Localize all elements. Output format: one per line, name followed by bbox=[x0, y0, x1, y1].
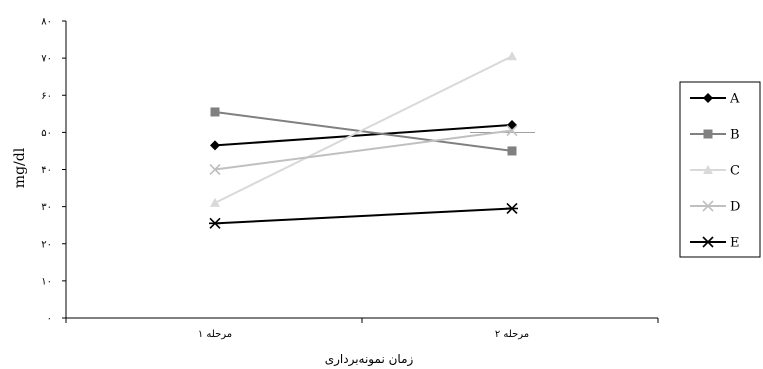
data-point-marker bbox=[209, 163, 221, 176]
legend-label: B bbox=[730, 128, 740, 143]
y-tick-label: ۶۰ bbox=[41, 91, 52, 102]
y-tick-label: ۷۰ bbox=[41, 54, 52, 65]
series-line bbox=[214, 123, 513, 147]
data-point-marker bbox=[702, 200, 714, 212]
legend-item-C: C bbox=[690, 164, 740, 179]
y-tick-label: ۲۰ bbox=[41, 239, 52, 250]
data-point-marker bbox=[506, 202, 518, 215]
data-point-marker bbox=[210, 107, 220, 117]
legend-label: E bbox=[730, 236, 740, 251]
legend-item-E: E bbox=[690, 236, 740, 251]
series-line bbox=[214, 55, 513, 204]
data-point-marker bbox=[210, 197, 220, 207]
y-tick-label: ۳۰ bbox=[41, 202, 52, 213]
legend-item-D: D bbox=[690, 200, 740, 215]
x-axis: مرحله ۱ مرحله ۲ bbox=[65, 317, 659, 340]
y-axis-title: mg/dl bbox=[12, 147, 28, 188]
data-point-marker bbox=[702, 236, 714, 248]
y-tick-label: ۵۰ bbox=[41, 128, 52, 139]
series-B bbox=[210, 107, 517, 156]
legend-label: A bbox=[729, 92, 740, 107]
data-point-marker bbox=[209, 217, 221, 229]
series-layer bbox=[209, 51, 518, 229]
data-point-marker bbox=[703, 93, 713, 103]
x-axis-title: زمان نمونه‌برداری bbox=[325, 352, 414, 367]
data-point-marker bbox=[703, 129, 713, 139]
series-line bbox=[214, 207, 513, 225]
y-tick-label: ۸۰ bbox=[41, 17, 52, 28]
y-tick-label: ۱۰ bbox=[41, 276, 52, 287]
legend-label: C bbox=[730, 164, 740, 179]
y-tick-label: ۰ bbox=[47, 314, 52, 325]
series-line bbox=[214, 129, 513, 171]
legend-label: D bbox=[730, 200, 740, 215]
data-point-marker bbox=[507, 146, 517, 156]
data-point-marker bbox=[703, 165, 713, 174]
y-tick-label: ۴۰ bbox=[41, 165, 52, 176]
series-line bbox=[214, 110, 513, 152]
x-category-label: مرحله ۲ bbox=[495, 329, 529, 340]
series-D bbox=[209, 124, 518, 176]
data-point-marker bbox=[210, 140, 220, 151]
series-C bbox=[210, 51, 517, 207]
data-point-marker bbox=[507, 51, 517, 61]
data-point-marker bbox=[507, 119, 517, 130]
legend: A B C D E bbox=[679, 81, 761, 258]
data-point-marker bbox=[506, 124, 518, 137]
x-category-label: مرحله ۱ bbox=[198, 329, 232, 340]
legend-item-B: B bbox=[690, 128, 740, 143]
legend-item-A: A bbox=[690, 92, 740, 107]
series-E bbox=[209, 202, 518, 229]
y-axis: ۰ ۱۰ ۲۰ ۳۰ ۴۰ ۵۰ ۶۰ ۷۰ ۸۰ bbox=[41, 17, 67, 325]
